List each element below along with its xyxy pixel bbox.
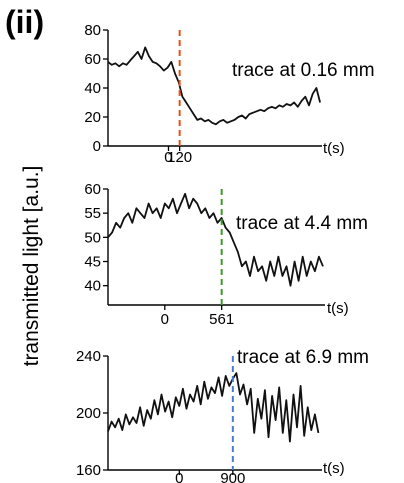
data-trace: [107, 46, 321, 126]
y-tick-label: 45: [84, 254, 101, 271]
y-tick-label: 60: [84, 51, 101, 68]
data-trace: [107, 192, 324, 287]
trace-annotation: trace at 0.16 mm: [232, 60, 375, 81]
trace-annotation: trace at 4.4 mm: [236, 213, 368, 234]
chart-panel-3: 160 200 240 0 900 trace at 6.9 mm t(s): [76, 347, 369, 483]
y-tick-label: 40: [84, 80, 101, 97]
y-tick-label: 50: [84, 229, 101, 246]
x-tick-label: 120: [167, 149, 192, 166]
x-tick-label: 900: [220, 470, 245, 483]
chart-panel-2: 40 45 50 55 60 0 561 trace at 4.4 mm t(s): [84, 181, 368, 328]
panel-label: (ii): [5, 4, 45, 40]
y-tick-label: 40: [84, 278, 101, 295]
y-tick-label: 55: [84, 205, 101, 222]
data-trace: [107, 372, 320, 443]
x-axis-label: t(s): [327, 300, 349, 317]
x-tick-label: 0: [161, 311, 169, 328]
trace-annotation: trace at 6.9 mm: [237, 347, 369, 368]
y-tick-label: 160: [76, 462, 101, 479]
x-axis-label: t(s): [323, 140, 345, 157]
y-tick-label: 80: [84, 22, 101, 39]
y-tick-label: 0: [93, 138, 101, 155]
y-tick-label: 240: [76, 348, 101, 365]
y-tick-label: 200: [76, 405, 101, 422]
y-tick-label: 20: [84, 109, 101, 126]
x-tick-label: 0: [175, 470, 183, 483]
x-tick-label: 0: [164, 149, 172, 166]
y-tick-label: 60: [84, 181, 101, 198]
x-tick-label: 561: [209, 311, 234, 328]
x-axis-label: t(s): [323, 460, 345, 477]
